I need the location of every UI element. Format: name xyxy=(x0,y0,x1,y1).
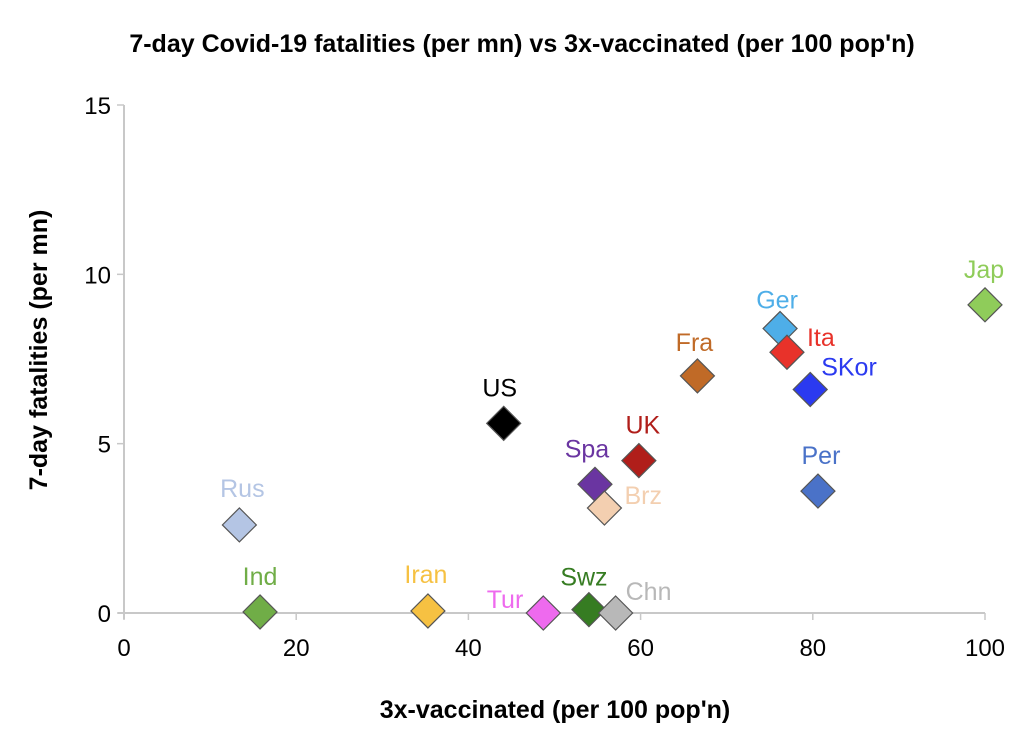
data-point-brz xyxy=(586,490,623,526)
data-label-ita: Ita xyxy=(807,324,835,352)
data-label-chn: Chn xyxy=(626,578,672,606)
data-point-rus xyxy=(221,507,258,543)
data-point-tur xyxy=(525,595,562,631)
data-label-spa: Spa xyxy=(565,435,610,463)
data-label-iran: Iran xyxy=(404,561,447,589)
data-point-jap xyxy=(967,286,1003,323)
x-tick-label: 80 xyxy=(799,635,826,662)
y-axis-title: 7-day fatalities (per mn) xyxy=(25,210,53,491)
y-tick-label: 5 xyxy=(98,432,111,459)
data-point-skor xyxy=(792,371,829,408)
y-tick-label: 10 xyxy=(84,262,111,289)
data-point-swz xyxy=(571,591,607,628)
data-label-jap: Jap xyxy=(964,256,1004,284)
data-point-ind xyxy=(242,594,278,630)
data-labels: Rus Ind Iran US Tur Swz Chn Spa Brz UK Fra Ger ItaSK… xyxy=(220,256,1004,614)
data-label-us: US xyxy=(482,374,517,402)
data-point-fra xyxy=(679,358,716,394)
data-label-per: Per xyxy=(802,442,841,470)
x-tick-label: 100 xyxy=(965,635,1005,662)
data-point-ita xyxy=(769,334,805,371)
x-tick-label: 20 xyxy=(283,635,310,662)
x-axis-title: 3x-vaccinated (per 100 pop'n) xyxy=(380,696,731,724)
data-label-ind: Ind xyxy=(243,563,278,591)
data-label-brz: Brz xyxy=(624,482,662,510)
y-tick-label: 0 xyxy=(98,601,111,628)
x-tick-label: 0 xyxy=(117,635,130,662)
data-label-fra: Fra xyxy=(676,329,714,357)
data-label-skor: SKor xyxy=(821,353,877,381)
x-tick-label: 40 xyxy=(455,635,482,662)
data-label-swz: Swz xyxy=(560,564,607,592)
data-point-chn xyxy=(597,595,634,631)
x-tick-label: 60 xyxy=(627,635,654,662)
data-point-uk xyxy=(621,442,657,479)
data-point-us xyxy=(485,405,522,442)
data-label-tur: Tur xyxy=(487,586,524,614)
y-tick-label: 15 xyxy=(84,93,111,120)
data-label-ger: Ger xyxy=(756,287,798,315)
data-label-uk: UK xyxy=(626,412,661,440)
data-points xyxy=(221,286,1003,631)
data-point-per xyxy=(800,473,836,509)
data-point-iran xyxy=(410,593,446,629)
chart-title: 7-day Covid-19 fatalities (per mn) vs 3x… xyxy=(129,30,914,58)
data-label-rus: Rus xyxy=(220,475,264,503)
